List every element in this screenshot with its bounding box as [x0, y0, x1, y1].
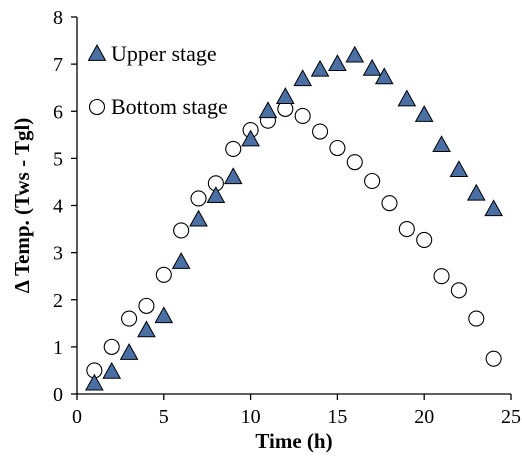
- data-point-bottom-stage: [138, 297, 155, 314]
- y-axis-title: Δ Temp. (Tws - Tgl): [10, 118, 34, 294]
- data-point-bottom-stage: [398, 221, 415, 238]
- data-point-bottom-stage: [468, 310, 485, 327]
- data-point-bottom-stage: [155, 266, 172, 283]
- y-tick-label: 8: [53, 7, 63, 29]
- data-marks: [85, 45, 503, 391]
- y-tick-label: 0: [53, 384, 63, 406]
- legend-item-upper-stage: Upper stage: [87, 41, 217, 66]
- data-point-bottom-stage: [294, 107, 311, 125]
- data-point-bottom-stage: [329, 139, 346, 157]
- data-point-bottom-stage: [173, 222, 190, 239]
- y-tick-label: 3: [53, 243, 63, 265]
- data-point-upper-stage: [310, 59, 330, 77]
- data-point-upper-stage: [449, 160, 469, 178]
- data-point-upper-stage: [258, 101, 278, 119]
- data-point-upper-stage: [241, 129, 260, 147]
- data-point-upper-stage: [102, 361, 122, 379]
- y-tick-label: 7: [53, 54, 63, 76]
- legend-label-bottom-stage: Bottom stage: [111, 94, 228, 119]
- data-point-upper-stage: [189, 209, 208, 227]
- data-point-bottom-stage: [103, 338, 120, 355]
- data-point-bottom-stage: [485, 350, 502, 367]
- x-tick-label: 5: [159, 406, 169, 428]
- data-point-upper-stage: [171, 252, 191, 269]
- data-point-upper-stage: [345, 45, 365, 63]
- data-point-bottom-stage: [121, 310, 138, 327]
- data-point-bottom-stage: [225, 140, 242, 157]
- series-upper-stage: [85, 45, 503, 391]
- data-point-upper-stage: [484, 199, 503, 217]
- data-point-upper-stage: [328, 54, 347, 71]
- x-axis-title: Time (h): [255, 429, 332, 453]
- x-tick-label: 15: [327, 406, 347, 428]
- data-point-upper-stage: [362, 58, 382, 76]
- y-tick-label: 1: [53, 337, 63, 359]
- data-point-bottom-stage: [190, 190, 207, 207]
- x-tick-label: 0: [72, 406, 82, 428]
- data-point-bottom-stage: [433, 268, 450, 285]
- axes: 0 5 10 15 20 25 0 1 2 3 4 5 6 7 8: [53, 7, 521, 428]
- data-point-upper-stage: [85, 373, 104, 391]
- data-point-upper-stage: [223, 167, 243, 185]
- legend-item-bottom-stage: Bottom stage: [88, 94, 228, 119]
- data-point-bottom-stage: [364, 172, 381, 190]
- y-tick-label: 2: [53, 290, 63, 312]
- x-tick-label: 20: [414, 406, 434, 428]
- data-point-upper-stage: [275, 87, 295, 104]
- legend-marker-upper-stage: [87, 44, 107, 61]
- data-point-bottom-stage: [346, 154, 363, 171]
- data-point-bottom-stage: [381, 195, 398, 212]
- y-tick-label: 5: [53, 148, 63, 170]
- data-point-upper-stage: [466, 183, 486, 201]
- data-point-upper-stage: [154, 306, 174, 324]
- y-tick-label: 4: [53, 196, 63, 218]
- legend-marker-bottom-stage: [88, 98, 106, 116]
- data-point-bottom-stage: [416, 231, 433, 248]
- data-point-upper-stage: [119, 343, 139, 360]
- data-point-upper-stage: [206, 186, 226, 203]
- x-tick-label: 25: [501, 406, 521, 428]
- legend: Upper stage Bottom stage: [87, 41, 228, 119]
- data-point-upper-stage: [137, 320, 156, 338]
- data-point-upper-stage: [293, 69, 313, 87]
- data-point-upper-stage: [414, 105, 434, 122]
- data-point-bottom-stage: [311, 123, 329, 140]
- data-point-upper-stage: [432, 135, 451, 153]
- y-tick-label: 6: [53, 101, 63, 123]
- data-point-bottom-stage: [450, 282, 467, 299]
- legend-label-upper-stage: Upper stage: [111, 41, 217, 66]
- series-bottom-stage: [86, 100, 502, 379]
- data-point-upper-stage: [397, 89, 417, 107]
- x-tick-label: 10: [241, 406, 261, 428]
- data-point-upper-stage: [374, 67, 394, 85]
